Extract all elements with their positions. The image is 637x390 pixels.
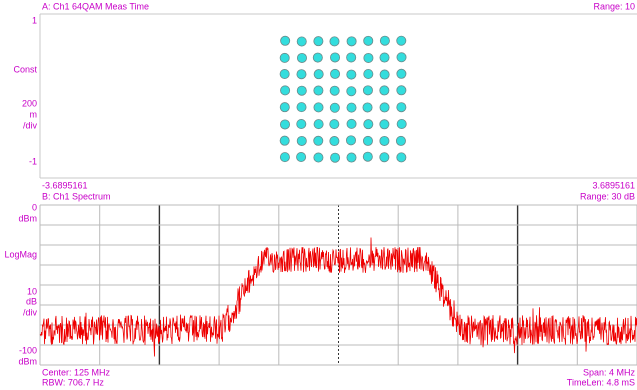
symbol [313, 102, 324, 113]
symbol [362, 135, 373, 146]
symbol [346, 102, 357, 113]
symbol [330, 52, 341, 63]
symbol [379, 135, 390, 146]
symbol [329, 36, 340, 47]
y-label: dB [26, 296, 37, 306]
symbol [379, 85, 390, 96]
y-label: /div [23, 307, 38, 317]
symbol [296, 119, 307, 130]
symbol [345, 135, 356, 146]
symbol [346, 52, 357, 63]
symbol [346, 152, 357, 163]
symbol [279, 69, 290, 80]
symbol [280, 35, 291, 46]
symbol [296, 152, 307, 163]
symbol [379, 35, 390, 46]
symbol [279, 119, 290, 130]
panel-a-range: Range: 10 [593, 1, 635, 11]
symbol [313, 36, 324, 47]
y-label: 10 [27, 286, 37, 296]
symbol [346, 69, 357, 80]
symbol [280, 85, 291, 96]
symbol [329, 85, 340, 96]
time-len: TimeLen: 4.8 mS [567, 377, 635, 387]
y-label: -1 [29, 156, 37, 166]
y-label: 0 [32, 202, 37, 212]
center-freq: Center: 125 MHz [42, 367, 111, 377]
symbol [396, 68, 407, 79]
rbw: RBW: 706.7 Hz [42, 377, 104, 387]
symbol [296, 135, 307, 146]
symbol [396, 118, 407, 129]
y-label: dBm [18, 213, 37, 223]
symbol [313, 69, 324, 80]
spectrum-grid [39, 204, 637, 366]
symbol [330, 152, 341, 163]
panel-a-title: A: Ch1 64QAM Meas Time [42, 1, 149, 11]
symbol [362, 85, 373, 96]
symbol [329, 136, 340, 147]
panel-b-title: B: Ch1 Spectrum [42, 191, 111, 201]
symbol [313, 119, 324, 130]
symbol [363, 119, 374, 130]
symbol [296, 69, 307, 80]
symbol [296, 36, 307, 47]
panel-b-range: Range: 30 dB [580, 191, 635, 201]
symbol [296, 85, 307, 96]
symbol [346, 36, 357, 47]
symbol [329, 119, 340, 130]
symbol [363, 69, 374, 80]
symbol [279, 152, 290, 163]
symbol [379, 69, 390, 80]
symbol [313, 85, 324, 96]
symbol [296, 52, 307, 63]
symbol [330, 68, 341, 79]
span: Span: 4 MHz [583, 367, 636, 377]
symbol [363, 35, 374, 46]
symbol [362, 102, 373, 113]
symbol [346, 118, 357, 129]
y-label: m [30, 109, 38, 119]
symbol [279, 135, 290, 146]
y-label: Const [13, 64, 37, 74]
symbol [379, 119, 390, 130]
symbol [313, 135, 324, 146]
symbol [279, 102, 290, 113]
symbol [362, 151, 373, 162]
x-min: -3.6895161 [42, 180, 88, 190]
constellation [279, 35, 407, 163]
symbol [396, 102, 407, 113]
symbol [379, 52, 390, 63]
symbol [346, 86, 357, 97]
symbol [395, 135, 406, 146]
y-label: /div [23, 120, 38, 130]
y-label: dBm [18, 356, 37, 366]
symbol [396, 52, 407, 63]
symbol [396, 152, 407, 163]
symbol [396, 35, 407, 46]
symbol [279, 52, 290, 63]
spectrum-trace [39, 237, 637, 357]
y-label: LogMag [4, 249, 37, 259]
y-label: 1 [32, 15, 37, 25]
symbol [313, 152, 324, 163]
symbol [296, 102, 307, 113]
symbol [312, 52, 323, 63]
symbol [396, 85, 407, 96]
symbol [379, 102, 390, 113]
x-max: 3.6895161 [592, 180, 635, 190]
y-label: -100 [19, 345, 37, 355]
symbol [379, 152, 390, 163]
y-label: 200 [22, 98, 37, 108]
symbol [363, 52, 374, 63]
symbol [329, 102, 340, 113]
